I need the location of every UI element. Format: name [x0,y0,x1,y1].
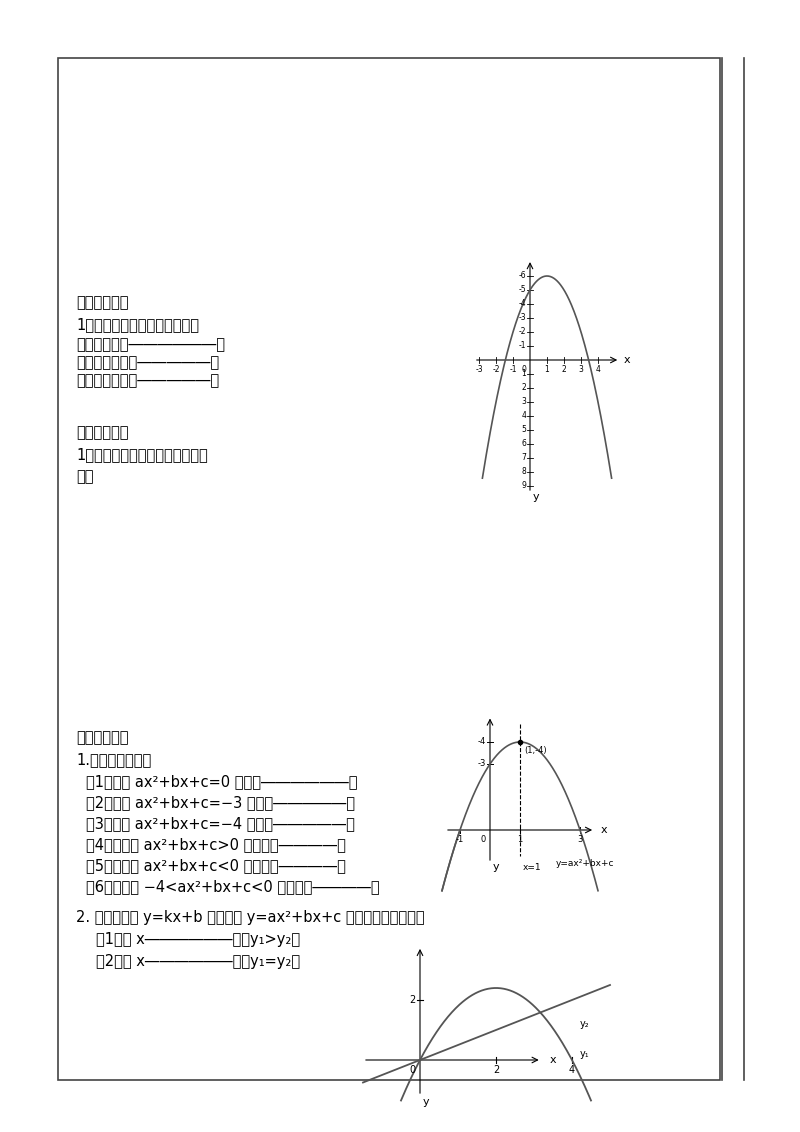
Text: -5: -5 [518,285,526,294]
Text: （3）方程 ax²+bx+c=−4 的根为―――――；: （3）方程 ax²+bx+c=−4 的根为―――――； [86,816,355,831]
Text: 【自学检测】: 【自学检测】 [76,295,129,310]
Text: 4: 4 [595,365,601,374]
Text: 3: 3 [578,835,582,844]
Text: 解：: 解： [76,469,94,484]
Text: 8: 8 [522,468,526,477]
Text: （5）不等式 ax²+bx+c<0 的解集为――――；: （5）不等式 ax²+bx+c<0 的解集为――――； [86,858,346,873]
Text: -1: -1 [518,342,526,351]
Text: y₂: y₂ [579,1019,590,1029]
Text: （2）当 x――――――时，y₁=y₂；: （2）当 x――――――时，y₁=y₂； [96,954,300,969]
Text: 2. 如图：直线 y=kx+b 和抛物线 y=ax²+bx+c 在同一直角坐标系中: 2. 如图：直线 y=kx+b 和抛物线 y=ax²+bx+c 在同一直角坐标系… [76,910,425,925]
Text: -1: -1 [510,365,517,374]
Text: （2）方程 ax²+bx+c=−3 的根为―――――；: （2）方程 ax²+bx+c=−3 的根为―――――； [86,795,355,811]
Text: y: y [533,492,540,503]
Text: 3: 3 [578,365,583,374]
Text: 3: 3 [521,397,526,406]
Text: -1: -1 [456,835,464,844]
Text: 7: 7 [521,454,526,463]
Text: -3: -3 [518,314,526,323]
Text: y=ax²+bx+c: y=ax²+bx+c [556,858,614,867]
Text: 不等式的解集是―――――。: 不等式的解集是―――――。 [76,374,219,388]
Text: -3: -3 [478,760,486,769]
Text: 1、已知二次函数的图象如图，: 1、已知二次函数的图象如图， [76,317,199,332]
Text: 9: 9 [521,481,526,490]
Bar [58,58,720,1080]
Text: 0: 0 [410,1065,416,1075]
Text: -3: -3 [475,365,483,374]
Text: （4）不等式 ax²+bx+c>0 的解集为――――；: （4）不等式 ax²+bx+c>0 的解集为――――； [86,837,346,852]
Text: y₁: y₁ [579,1049,590,1060]
Text: 2: 2 [493,1065,499,1075]
Text: -2: -2 [518,327,526,336]
Text: 2: 2 [522,384,526,393]
Text: 4: 4 [569,1065,575,1075]
Text: 1、利用函数图象求方程组的解。: 1、利用函数图象求方程组的解。 [76,447,208,462]
Text: y: y [423,1097,430,1107]
Text: 1: 1 [518,835,522,844]
Text: x=1: x=1 [523,863,542,872]
Text: x: x [601,825,608,835]
Text: -2: -2 [492,365,500,374]
Text: 1: 1 [545,365,550,374]
Text: 5: 5 [521,426,526,435]
Text: 1.　根据图象填空: 1. 根据图象填空 [76,752,151,767]
Text: 4: 4 [521,412,526,420]
Text: 0: 0 [521,365,526,374]
Text: 则方程的解是――――――，: 则方程的解是――――――， [76,337,225,352]
Text: （6）不等式 −4<ax²+bx+c<0 的解集为――――。: （6）不等式 −4<ax²+bx+c<0 的解集为――――。 [86,880,380,894]
Text: -4: -4 [478,738,486,746]
Text: 6: 6 [521,439,526,448]
Text: （1）方程 ax²+bx+c=0 的根为――――――；: （1）方程 ax²+bx+c=0 的根为――――――； [86,774,358,789]
Text: x: x [550,1055,556,1065]
Text: y: y [493,863,500,873]
Text: 2: 2 [562,365,566,374]
Text: 【拓展延伸】: 【拓展延伸】 [76,730,129,745]
Text: 2: 2 [409,995,415,1005]
Text: 0: 0 [481,835,486,844]
Text: 1: 1 [522,369,526,378]
Text: -6: -6 [518,272,526,281]
Text: x: x [623,355,630,365]
Text: 不等式的解集是―――――，: 不等式的解集是―――――， [76,355,219,370]
Text: -4: -4 [518,300,526,309]
Text: 【巩固训练】: 【巩固训练】 [76,424,129,440]
Text: (1,-4): (1,-4) [524,746,546,755]
Text: （1）当 x――――――时，y₁>y₂；: （1）当 x――――――时，y₁>y₂； [96,932,300,947]
